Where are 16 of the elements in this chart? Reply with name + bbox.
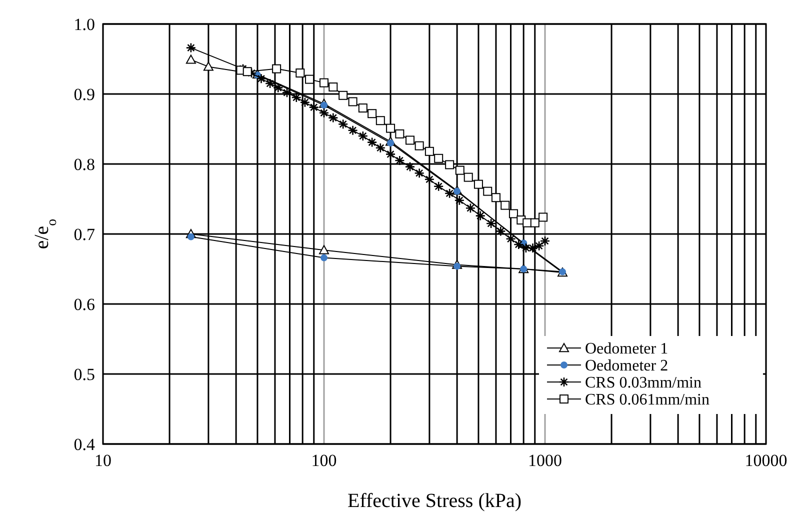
legend-label: Oedometer 2 (585, 358, 668, 375)
legend-label: CRS 0.03mm/min (585, 374, 702, 392)
y-tick-label: 0.7 (74, 224, 96, 244)
legend-label: Oedometer 1 (585, 340, 668, 358)
y-tick-label: 0.6 (74, 294, 95, 314)
y-tick-label: 0.9 (74, 84, 95, 104)
y-tick-label: 1.0 (74, 14, 95, 34)
y-tick-label: 0.4 (74, 434, 96, 454)
legend-label: CRS 0.061mm/min (585, 392, 710, 409)
x-tick-label: 1000 (528, 451, 562, 470)
y-tick-label: 0.8 (74, 154, 95, 174)
x-tick-label: 10000 (744, 451, 788, 470)
x-tick-label: 100 (311, 451, 337, 470)
x-axis-title: Effective Stress (kPa) (347, 490, 522, 512)
y-tick-label: 0.5 (74, 364, 95, 384)
x-tick-label: 10 (94, 451, 112, 470)
